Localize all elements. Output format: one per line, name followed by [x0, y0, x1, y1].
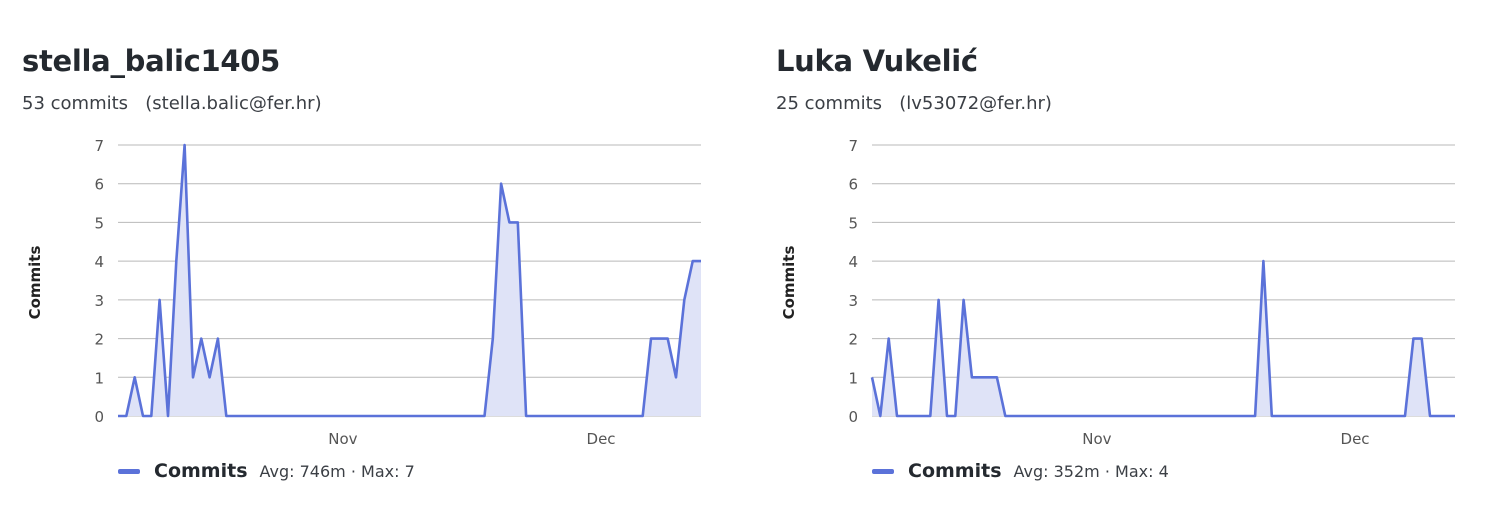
legend-series-name: Commits [154, 460, 248, 482]
y-tick-label: 6 [94, 176, 104, 194]
y-axis-title: Commits [26, 246, 44, 320]
y-tick-label: 7 [848, 137, 858, 155]
legend-max: Max: 4 [1115, 461, 1169, 481]
y-tick-label: 2 [94, 331, 104, 349]
y-tick-label: 1 [94, 369, 104, 387]
contributor-name[interactable]: Luka Vukelić [776, 44, 978, 78]
legend-separator: · [350, 461, 356, 481]
legend-stats: Avg: 352m · Max: 4 [1014, 462, 1169, 481]
commits-chart: 0 1 2 3 4 5 6 7 Nov Dec Commits [780, 137, 1455, 448]
legend-swatch [118, 468, 140, 474]
contributor-name[interactable]: stella_balic1405 [22, 44, 281, 78]
contributor-email: (stella.balic@fer.hr) [145, 93, 322, 114]
x-tick-label: Dec [587, 430, 616, 448]
y-tick-label: 4 [848, 253, 858, 271]
y-axis-title: Commits [780, 246, 798, 320]
y-tick-label: 4 [94, 253, 104, 271]
legend-swatch [872, 468, 894, 474]
legend-avg: Avg: 746m [259, 461, 346, 481]
y-tick-label: 5 [848, 214, 858, 232]
legend-max: Max: 7 [361, 461, 415, 481]
legend-stats: Avg: 746m · Max: 7 [260, 462, 415, 481]
x-tick-label: Dec [1341, 430, 1370, 448]
y-tick-label: 0 [94, 408, 104, 426]
y-tick-label: 6 [848, 176, 858, 194]
contributor-card: stella_balic1405 53 commits (stella.bali… [0, 0, 740, 522]
contributor-card: Luka Vukelić 25 commits (lv53072@fer.hr)… [754, 0, 1494, 522]
legend-series-name: Commits [908, 460, 1002, 482]
chart-legend[interactable]: Commits Avg: 746m · Max: 7 [118, 460, 415, 482]
legend-separator: · [1104, 461, 1110, 481]
y-tick-label: 7 [94, 137, 104, 155]
chart-legend[interactable]: Commits Avg: 352m · Max: 4 [872, 460, 1169, 482]
y-tick-label: 0 [848, 408, 858, 426]
y-tick-label: 1 [848, 369, 858, 387]
y-tick-label: 2 [848, 331, 858, 349]
y-tick-label: 5 [94, 214, 104, 232]
y-tick-label: 3 [94, 292, 104, 310]
legend-avg: Avg: 352m [1013, 461, 1100, 481]
x-tick-label: Nov [328, 430, 357, 448]
contributor-summary: 25 commits (lv53072@fer.hr) [776, 93, 1052, 114]
commit-count: 25 commits [776, 93, 883, 114]
commits-chart: 0 1 2 3 4 5 6 7 Nov Dec Commits [26, 137, 701, 448]
contributor-email: (lv53072@fer.hr) [899, 93, 1052, 114]
y-tick-label: 3 [848, 292, 858, 310]
contributor-summary: 53 commits (stella.balic@fer.hr) [22, 93, 322, 114]
commit-count: 53 commits [22, 93, 129, 114]
series-area [118, 145, 701, 416]
series-line[interactable] [870, 259, 1455, 418]
x-tick-label: Nov [1082, 430, 1111, 448]
series-line[interactable] [118, 143, 701, 418]
